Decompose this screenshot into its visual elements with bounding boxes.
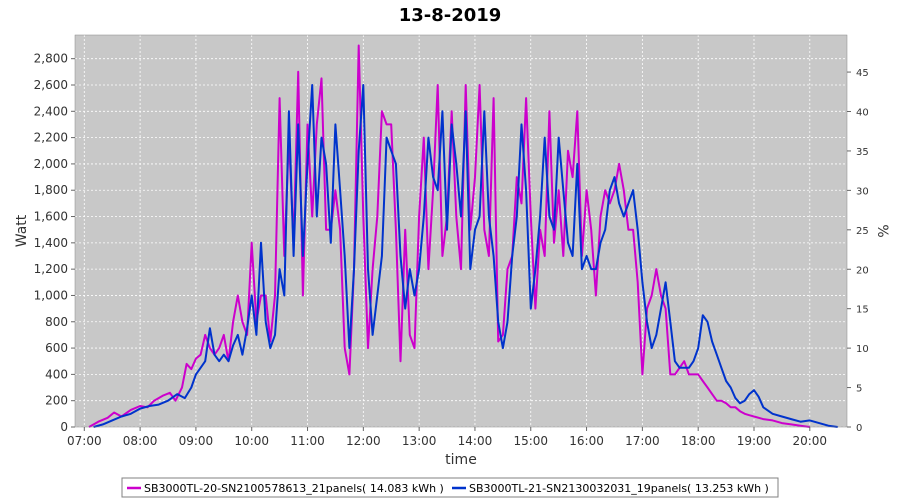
- legend-label-series-1: SB3000TL-20-SN2100578613_21panels( 14.08…: [144, 482, 444, 495]
- y2-axis-ticks: 0 5 10 15 20 25 30 35 40 45: [847, 68, 869, 434]
- x-tick-label: 07:00: [67, 434, 102, 448]
- y-tick-label: 600: [45, 341, 68, 355]
- y-tick-label: 2,200: [34, 131, 68, 145]
- y-tick-label: 800: [45, 315, 68, 329]
- legend-box: [121, 477, 779, 498]
- x-tick-label: 10:00: [234, 434, 269, 448]
- x-gridlines: [83, 35, 811, 427]
- series-group: [88, 44, 838, 428]
- x-tick-label: 15:00: [513, 434, 548, 448]
- y2-tick-label: 15: [856, 305, 869, 316]
- y-tick-label: 200: [45, 394, 68, 408]
- x-axis-ticks: 07:00 08:00 09:00 10:00 11:00 12:00 13:00 14:00…: [67, 427, 827, 448]
- y2-tick-label: 35: [856, 147, 869, 158]
- y2-tick-label: 5: [856, 384, 862, 395]
- y2-tick-label: 10: [856, 344, 869, 355]
- legend: SB3000TL-20-SN2100578613_21panels( 14.08…: [121, 477, 779, 498]
- y-tick-label: 1,000: [34, 288, 68, 302]
- y-axis-label: Watt: [14, 214, 30, 247]
- x-tick-label: 08:00: [123, 434, 158, 448]
- y-tick-label: 2,000: [34, 157, 68, 171]
- y2-tick-label: 20: [856, 265, 869, 276]
- y-tick-label: 2,800: [34, 52, 68, 66]
- x-tick-label: 19:00: [737, 434, 772, 448]
- y2-tick-label: 25: [856, 226, 869, 237]
- x-axis-label: time: [445, 452, 477, 468]
- y-tick-label: 1,200: [34, 262, 68, 276]
- plot-frame: [74, 34, 848, 428]
- y-tick-label: 0: [60, 420, 68, 434]
- x-tick-label: 18:00: [681, 434, 716, 448]
- x-tick-label: 09:00: [179, 434, 214, 448]
- x-tick-label: 12:00: [346, 434, 381, 448]
- series-line-2: [93, 84, 838, 428]
- x-tick-label: 20:00: [792, 434, 827, 448]
- y-tick-label: 1,600: [34, 210, 68, 224]
- y-tick-label: 1,400: [34, 236, 68, 250]
- y2-axis-label: %: [874, 224, 890, 237]
- chart-title: 13-8-2019: [399, 5, 502, 26]
- x-tick-label: 14:00: [458, 434, 493, 448]
- legend-label-series-2: SB3000TL-21-SN2130032031_19panels( 13.25…: [469, 482, 769, 495]
- y2-tick-label: 30: [856, 186, 869, 197]
- y2-tick-label: 45: [856, 68, 869, 79]
- y2-tick-label: 40: [856, 108, 869, 119]
- x-tick-label: 17:00: [625, 434, 660, 448]
- x-tick-label: 16:00: [569, 434, 604, 448]
- x-tick-label: 13:00: [402, 434, 437, 448]
- y-tick-label: 1,800: [34, 183, 68, 197]
- y-axis-ticks: 0 200 400 600 800 1,000 1,200 1,400 1,600 1,800 2,…: [34, 52, 75, 434]
- series-line-1: [88, 44, 810, 428]
- y-tick-label: 2,400: [34, 104, 68, 118]
- y-tick-label: 2,600: [34, 78, 68, 92]
- y2-tick-label: 0: [856, 423, 862, 434]
- x-tick-label: 11:00: [290, 434, 325, 448]
- y-tick-label: 400: [45, 367, 68, 381]
